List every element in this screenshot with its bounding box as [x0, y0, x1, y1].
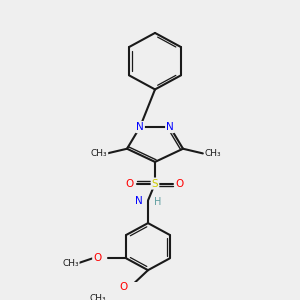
Text: O: O: [126, 178, 134, 189]
Text: CH₃: CH₃: [62, 259, 79, 268]
Text: S: S: [152, 178, 158, 189]
Text: O: O: [176, 178, 184, 189]
Text: N: N: [136, 122, 144, 132]
Text: CH₃: CH₃: [91, 149, 107, 158]
Text: CH₃: CH₃: [205, 149, 221, 158]
Text: O: O: [119, 282, 127, 292]
Text: H: H: [154, 197, 162, 207]
Text: N: N: [135, 196, 143, 206]
Text: CH₃: CH₃: [90, 294, 106, 300]
Text: N: N: [166, 122, 174, 132]
Text: O: O: [93, 254, 101, 263]
